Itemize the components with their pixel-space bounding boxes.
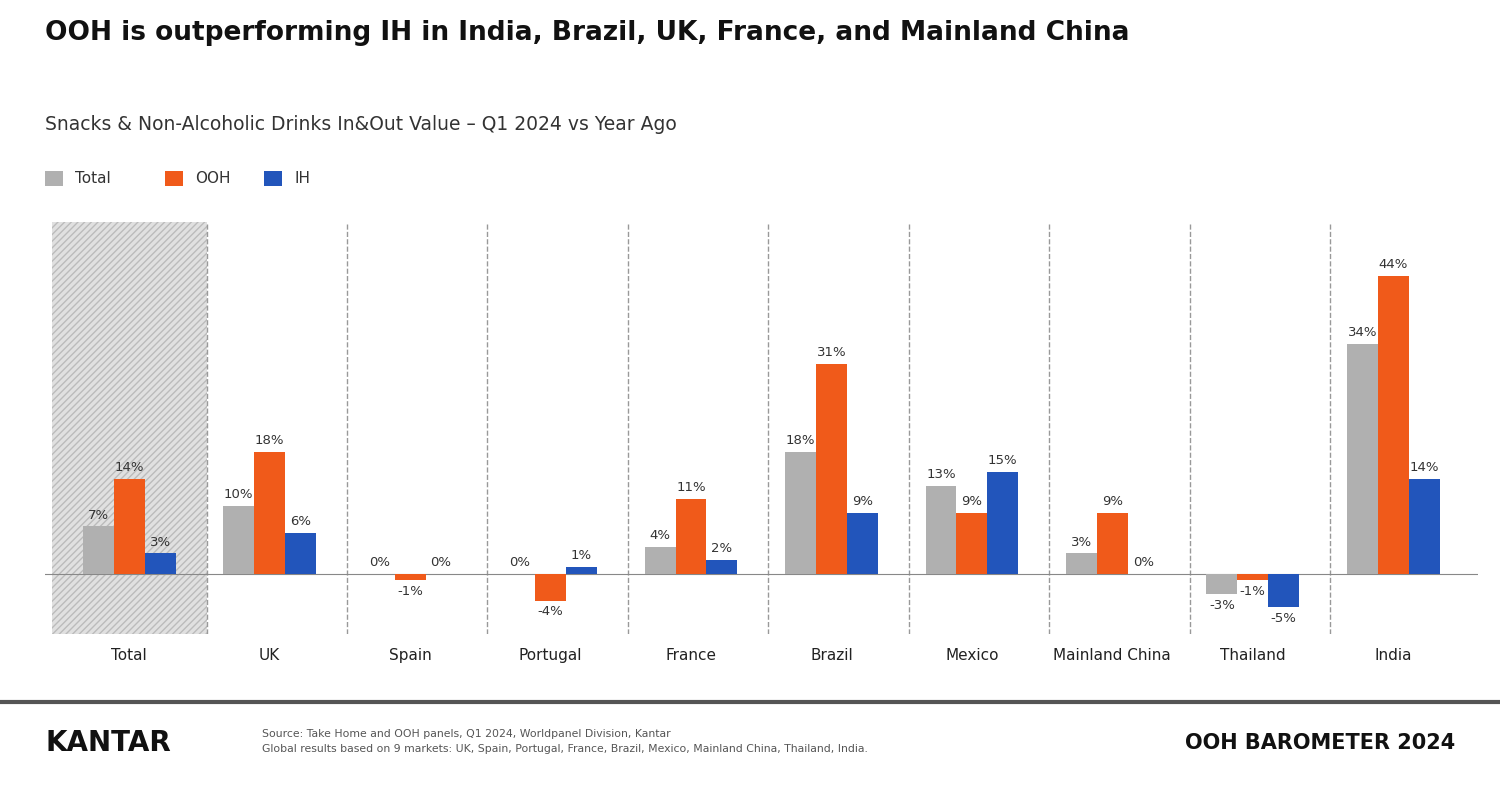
- Text: 1%: 1%: [572, 549, 592, 562]
- Text: 2%: 2%: [711, 542, 732, 555]
- Text: 11%: 11%: [676, 481, 706, 495]
- Bar: [1408, 479, 1440, 573]
- Text: -3%: -3%: [1209, 599, 1234, 611]
- Text: -5%: -5%: [1270, 612, 1296, 625]
- Bar: [816, 364, 848, 573]
- Text: 7%: 7%: [88, 508, 110, 522]
- Text: 18%: 18%: [786, 434, 816, 447]
- Text: 0%: 0%: [1132, 556, 1154, 569]
- Bar: [784, 452, 816, 573]
- Bar: [847, 513, 877, 573]
- Bar: [926, 485, 957, 573]
- Bar: [1096, 513, 1128, 573]
- Text: -1%: -1%: [1240, 585, 1266, 598]
- Text: 13%: 13%: [926, 468, 956, 481]
- Text: 15%: 15%: [988, 454, 1017, 467]
- Text: 0%: 0%: [509, 556, 530, 569]
- Text: -4%: -4%: [537, 605, 564, 619]
- Bar: [1347, 343, 1378, 573]
- Text: 6%: 6%: [290, 515, 310, 528]
- Text: IH: IH: [294, 171, 310, 186]
- Text: Total: Total: [75, 171, 111, 186]
- Bar: [706, 560, 738, 573]
- Text: 18%: 18%: [255, 434, 285, 447]
- Text: 34%: 34%: [1347, 326, 1377, 339]
- Bar: [394, 573, 426, 580]
- Text: 14%: 14%: [114, 462, 144, 474]
- Text: 0%: 0%: [369, 556, 390, 569]
- Text: 14%: 14%: [1410, 462, 1438, 474]
- Text: KANTAR: KANTAR: [45, 729, 171, 757]
- Text: 0%: 0%: [430, 556, 451, 569]
- Text: OOH is outperforming IH in India, Brazil, UK, France, and Mainland China: OOH is outperforming IH in India, Brazil…: [45, 20, 1130, 46]
- Text: Source: Take Home and OOH panels, Q1 2024, Worldpanel Division, Kantar
Global re: Source: Take Home and OOH panels, Q1 202…: [262, 729, 868, 754]
- Text: 31%: 31%: [816, 347, 846, 359]
- Text: Snacks & Non-Alcoholic Drinks In&Out Value – Q1 2024 vs Year Ago: Snacks & Non-Alcoholic Drinks In&Out Val…: [45, 115, 677, 134]
- Bar: [536, 573, 566, 600]
- Bar: [1268, 573, 1299, 607]
- Text: OOH BAROMETER 2024: OOH BAROMETER 2024: [1185, 733, 1455, 753]
- Bar: [675, 500, 706, 573]
- Bar: [255, 452, 285, 573]
- Bar: [1206, 573, 1237, 594]
- Bar: [566, 567, 597, 573]
- Bar: [144, 554, 176, 573]
- Bar: [224, 506, 255, 573]
- Text: 9%: 9%: [962, 495, 982, 508]
- Bar: [1238, 573, 1268, 580]
- Text: -1%: -1%: [398, 585, 423, 598]
- Bar: [645, 546, 675, 573]
- FancyBboxPatch shape: [53, 222, 207, 634]
- Bar: [82, 527, 114, 573]
- Text: 44%: 44%: [1378, 259, 1408, 271]
- Bar: [1378, 276, 1408, 573]
- Text: OOH: OOH: [195, 171, 231, 186]
- Bar: [285, 533, 316, 573]
- Bar: [114, 479, 144, 573]
- Text: 4%: 4%: [650, 529, 670, 542]
- Text: 3%: 3%: [1071, 535, 1092, 549]
- Text: 10%: 10%: [224, 488, 254, 501]
- Bar: [1066, 554, 1096, 573]
- Text: 3%: 3%: [150, 535, 171, 549]
- Text: 9%: 9%: [852, 495, 873, 508]
- Bar: [987, 472, 1018, 573]
- Bar: [957, 513, 987, 573]
- Text: 9%: 9%: [1102, 495, 1124, 508]
